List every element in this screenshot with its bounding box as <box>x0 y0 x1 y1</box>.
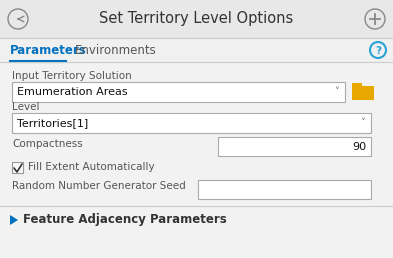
Bar <box>198 180 371 199</box>
Text: Emumeration Areas: Emumeration Areas <box>17 87 128 97</box>
Text: ˅: ˅ <box>334 87 340 97</box>
Bar <box>352 86 374 100</box>
Text: ?: ? <box>375 45 381 55</box>
Bar <box>0 62 393 258</box>
Text: ˅: ˅ <box>360 118 365 128</box>
Text: Random Number Generator Seed: Random Number Generator Seed <box>12 181 186 191</box>
Bar <box>12 162 23 173</box>
Text: Input Territory Solution: Input Territory Solution <box>12 71 132 81</box>
Text: Feature Adjacency Parameters: Feature Adjacency Parameters <box>23 214 227 227</box>
Text: Territories[1]: Territories[1] <box>17 118 88 128</box>
Text: Environments: Environments <box>75 44 157 58</box>
Bar <box>218 137 371 156</box>
Polygon shape <box>10 215 18 225</box>
Bar <box>0 38 393 62</box>
Bar <box>12 82 345 102</box>
Bar <box>12 113 371 133</box>
Text: Compactness: Compactness <box>12 139 83 149</box>
Text: 90: 90 <box>352 141 366 151</box>
Text: Parameters: Parameters <box>10 44 87 58</box>
Bar <box>0 0 393 38</box>
Text: Fill Extent Automatically: Fill Extent Automatically <box>28 163 154 173</box>
Text: Set Territory Level Options: Set Territory Level Options <box>99 12 294 27</box>
Bar <box>352 83 362 88</box>
Text: Level: Level <box>12 102 40 112</box>
